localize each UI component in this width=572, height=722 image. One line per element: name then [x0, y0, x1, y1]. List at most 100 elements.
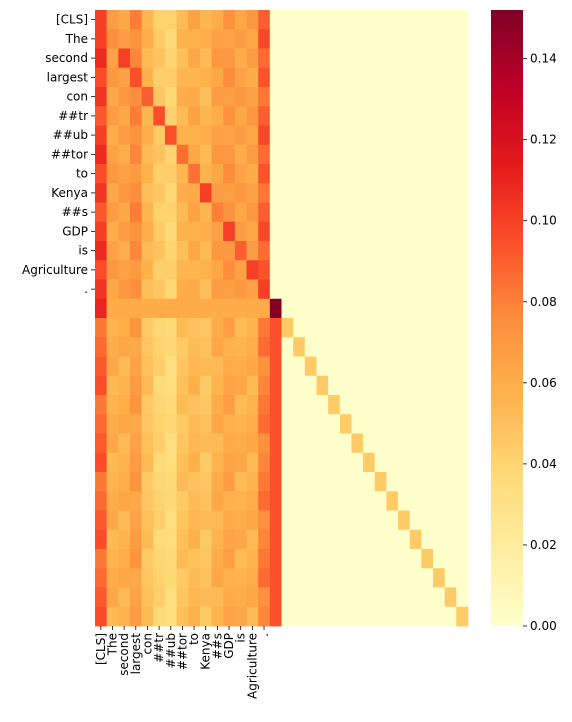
- heatmap-cell: [118, 356, 131, 377]
- heatmap-cell: [281, 241, 294, 261]
- heatmap-cell: [176, 568, 189, 588]
- heatmap-cell: [328, 375, 341, 396]
- heatmap-cell: [234, 48, 247, 69]
- heatmap-cell: [234, 568, 247, 588]
- heatmap-cell: [328, 202, 341, 223]
- heatmap-cell: [164, 67, 177, 88]
- y-tick-label: ##ub: [53, 128, 88, 142]
- heatmap-cell: [106, 48, 119, 69]
- heatmap-cell: [269, 87, 282, 107]
- heatmap-cell: [281, 337, 294, 357]
- heatmap-cell: [374, 375, 387, 396]
- heatmap-cell: [223, 106, 236, 126]
- heatmap-cell: [363, 260, 376, 280]
- heatmap-cell: [316, 568, 329, 588]
- heatmap-cell: [339, 202, 352, 223]
- heatmap-cell: [129, 183, 143, 203]
- heatmap-cell: [223, 125, 236, 146]
- heatmap-cell: [269, 29, 282, 49]
- heatmap-cell: [211, 318, 224, 338]
- heatmap-cell: [141, 587, 154, 608]
- heatmap-cell: [281, 452, 294, 473]
- heatmap-cell: [211, 10, 224, 30]
- heatmap-cell: [339, 318, 352, 338]
- heatmap-cell: [339, 144, 352, 165]
- heatmap-cell: [141, 433, 154, 454]
- heatmap-cell: [234, 29, 247, 49]
- heatmap-cell: [351, 549, 364, 569]
- heatmap-cell: [374, 452, 387, 473]
- heatmap-cell: [339, 414, 352, 434]
- heatmap-cell: [153, 318, 166, 338]
- heatmap-cell: [118, 202, 131, 223]
- heatmap-cell: [164, 241, 177, 261]
- heatmap-cell: [281, 298, 294, 319]
- heatmap-cell: [106, 452, 119, 473]
- heatmap-cell: [95, 48, 108, 69]
- heatmap-cell: [374, 549, 387, 569]
- heatmap-cell: [246, 202, 259, 223]
- heatmap-cell: [456, 29, 469, 49]
- heatmap-cell: [293, 183, 306, 203]
- heatmap-cell: [398, 318, 411, 338]
- y-tick-label: .: [84, 282, 88, 296]
- heatmap-cell: [129, 164, 143, 184]
- heatmap-cell: [433, 67, 446, 88]
- heatmap-cell: [234, 606, 247, 627]
- heatmap-cell: [363, 48, 376, 69]
- heatmap-cell: [456, 10, 469, 30]
- heatmap-cell: [188, 164, 201, 184]
- heatmap-cell: [293, 568, 306, 588]
- heatmap-cell: [176, 106, 189, 126]
- heatmap-cell: [199, 125, 212, 146]
- heatmap-cell: [328, 414, 341, 434]
- heatmap-cell: [293, 241, 306, 261]
- heatmap-cell: [176, 529, 189, 550]
- heatmap-cell: [351, 510, 364, 531]
- heatmap-cell: [95, 395, 108, 415]
- heatmap-cell: [316, 125, 329, 146]
- heatmap-cell: [211, 298, 224, 319]
- heatmap-cell: [95, 375, 108, 396]
- heatmap-cell: [456, 183, 469, 203]
- heatmap-cell: [223, 298, 236, 319]
- heatmap-cell: [409, 87, 422, 107]
- x-tick-label: ##tor: [175, 633, 189, 670]
- heatmap-cell: [258, 587, 271, 608]
- heatmap-cell: [339, 241, 352, 261]
- heatmap-cell: [421, 106, 434, 126]
- heatmap-cell: [328, 29, 341, 49]
- heatmap-cell: [398, 568, 411, 588]
- heatmap-cell: [234, 298, 247, 319]
- heatmap-cell: [269, 433, 282, 454]
- heatmap-cell: [223, 414, 236, 434]
- heatmap-cell: [398, 164, 411, 184]
- heatmap-cell: [258, 202, 271, 223]
- heatmap-cell: [153, 587, 166, 608]
- heatmap-cell: [129, 375, 143, 396]
- heatmap-cell: [304, 221, 317, 242]
- heatmap-cell: [223, 221, 236, 242]
- x-tick-label: con: [140, 633, 154, 655]
- heatmap-cell: [328, 183, 341, 203]
- heatmap-cell: [444, 510, 457, 531]
- heatmap-cell: [164, 125, 177, 146]
- heatmap-cell: [269, 183, 282, 203]
- heatmap-cell: [316, 510, 329, 531]
- heatmap-cell: [141, 472, 154, 492]
- heatmap-cell: [421, 414, 434, 434]
- heatmap-cell: [164, 529, 177, 550]
- heatmap-cell: [153, 241, 166, 261]
- heatmap-cell: [293, 433, 306, 454]
- heatmap-cell: [363, 183, 376, 203]
- heatmap-cell: [398, 529, 411, 550]
- heatmap-cell: [328, 529, 341, 550]
- heatmap-cell: [433, 472, 446, 492]
- heatmap-cell: [153, 529, 166, 550]
- heatmap-cell: [258, 414, 271, 434]
- heatmap-cell: [316, 241, 329, 261]
- heatmap-cell: [456, 452, 469, 473]
- heatmap-cell: [153, 549, 166, 569]
- heatmap-cell: [304, 491, 317, 511]
- heatmap-cell: [374, 202, 387, 223]
